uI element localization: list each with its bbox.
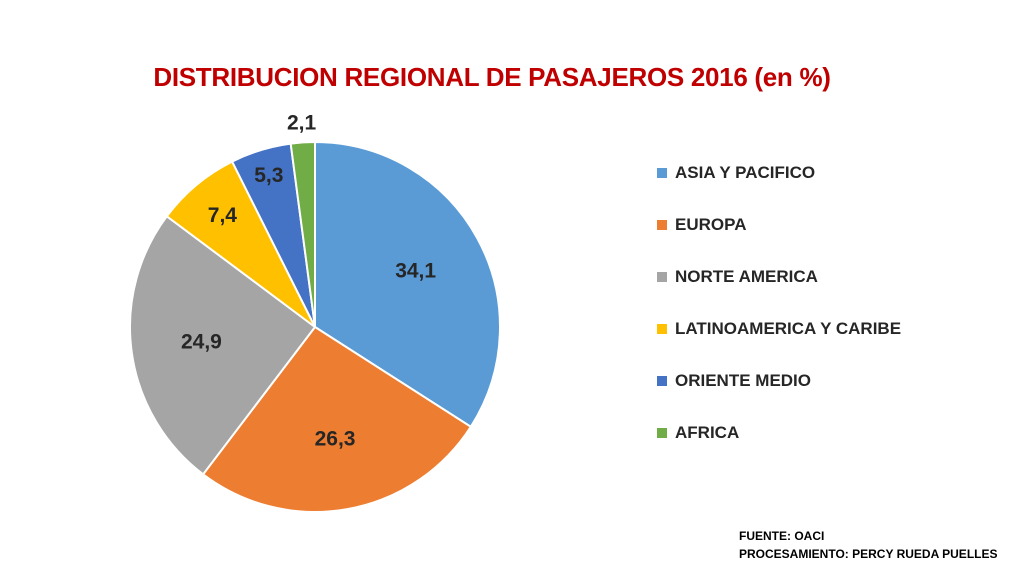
legend-label: ASIA Y PACIFICO — [675, 163, 816, 182]
source-text: FUENTE: OACI — [739, 529, 825, 543]
legend-label: LATINOAMERICA Y CARIBE — [675, 319, 902, 338]
legend-item: EUROPA — [657, 212, 997, 238]
legend-swatch — [657, 272, 667, 282]
pie-slice-europa — [201, 325, 473, 513]
legend-label: NORTE AMERICA — [675, 267, 818, 286]
legend-item: ASIA Y PACIFICO — [657, 160, 997, 186]
legend-swatch — [657, 168, 667, 178]
pie-slice-africa — [289, 140, 316, 328]
source-note: FUENTE: OACI PROCESAMIENTO: PERCY RUEDA … — [739, 527, 997, 563]
legend-label: EUROPA — [675, 215, 747, 234]
processing-text: PROCESAMIENTO: PERCY RUEDA PUELLES — [739, 547, 998, 561]
chart-title: DISTRIBUCION REGIONAL DE PASAJEROS 2016 … — [153, 62, 831, 92]
legend-label: AFRICA — [675, 423, 740, 442]
data-label-oriente-medio: 5,3 — [254, 164, 283, 187]
legend-swatch — [657, 428, 667, 438]
legend-item: NORTE AMERICA — [657, 264, 997, 290]
data-label-latinoamerica-y-caribe: 7,4 — [208, 204, 238, 227]
data-label-norte-america: 24,9 — [181, 331, 222, 354]
legend-item: ORIENTE MEDIO — [657, 368, 997, 394]
legend-swatch — [657, 324, 667, 334]
legend-label: ORIENTE MEDIO — [675, 371, 812, 390]
legend-swatch — [657, 376, 667, 386]
pie-slice-norte-america — [129, 214, 317, 476]
legend-item: AFRICA — [657, 420, 997, 446]
data-label-asia-y-pacifico: 34,1 — [395, 259, 436, 282]
data-label-europa: 26,3 — [315, 427, 356, 450]
chart-legend: ASIA Y PACIFICO EUROPA NORTE AMERICA LATINO… — [657, 160, 997, 472]
legend-item: LATINOAMERICA Y CARIBE — [657, 316, 997, 342]
data-label-africa: 2,1 — [287, 111, 317, 134]
legend-swatch — [657, 220, 667, 230]
